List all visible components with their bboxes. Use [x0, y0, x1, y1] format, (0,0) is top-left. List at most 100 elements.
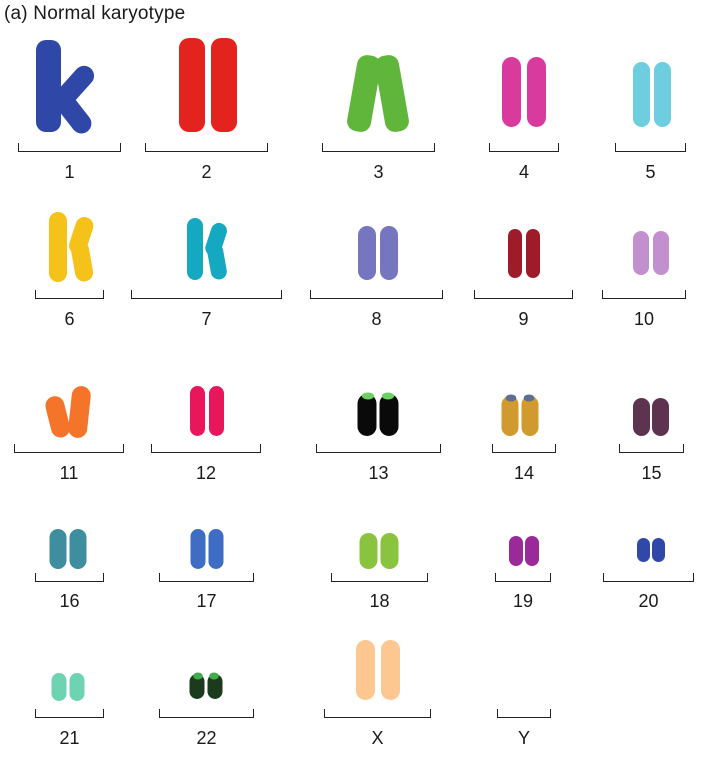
chromosome-bracket [489, 143, 559, 152]
chromatid [380, 533, 399, 569]
chromatid [36, 40, 61, 132]
chromatid [633, 62, 650, 127]
chromosome-label: 14 [513, 463, 535, 483]
chromosome-bracket [316, 444, 441, 453]
figure-title: (a) Normal karyotype [4, 3, 186, 24]
chromatid [653, 231, 669, 275]
chromatid [356, 640, 375, 700]
chromatid [49, 529, 67, 569]
chromatid [179, 38, 205, 132]
chromosome-bracket [159, 573, 254, 582]
chromosome-label: 11 [59, 463, 79, 483]
satellite-tip [523, 394, 535, 402]
chromosome-label: 2 [201, 162, 212, 182]
chromosome-label: 9 [518, 309, 529, 329]
chromatid [207, 243, 227, 280]
chromatid [189, 674, 205, 699]
chromatid [527, 57, 546, 127]
chromatid [68, 386, 91, 438]
chromosome-bracket [35, 573, 104, 582]
chromosome-label: 22 [196, 728, 217, 748]
chromosome-bracket [159, 709, 254, 718]
chromosome-label: 8 [371, 309, 382, 329]
chromatid [509, 536, 523, 566]
chromosome-bracket [35, 709, 104, 718]
chromosome-bracket [497, 709, 551, 718]
chromatid [502, 57, 521, 127]
chromosome-bracket [603, 573, 694, 582]
chromosome-bracket [145, 143, 268, 152]
chromosome-bracket [331, 573, 428, 582]
chromatid [359, 533, 378, 569]
chromatid [381, 640, 400, 700]
chromatid [521, 396, 539, 436]
chromosome-label: 19 [512, 591, 534, 611]
chromosome-label: 15 [641, 463, 662, 483]
chromosome-bracket [324, 709, 431, 718]
chromosome-label: 18 [369, 591, 390, 611]
chromatid [56, 94, 92, 134]
chromatid [51, 673, 67, 701]
chromosome-bracket [619, 444, 684, 453]
satellite-tip [361, 392, 375, 400]
chromosome-label: 21 [59, 728, 80, 748]
chromatid [633, 231, 649, 275]
chromatid [211, 38, 237, 132]
chromatid [637, 538, 650, 562]
chromosome-bracket [322, 143, 435, 152]
satellite-tip [381, 392, 395, 400]
chromosome-label: 4 [518, 162, 529, 182]
chromatid [358, 226, 376, 280]
chromatid [49, 212, 67, 282]
chromatid [45, 396, 70, 438]
chromatid [654, 62, 671, 127]
chromosome-label: 6 [64, 309, 75, 329]
satellite-tip [193, 672, 203, 680]
chromosome-label: 3 [373, 162, 384, 182]
chromatid [208, 529, 224, 569]
chromosome-label: 5 [645, 162, 656, 182]
chromosome-bracket [14, 444, 124, 453]
chromatid [69, 673, 85, 701]
chromosome-bracket [131, 290, 282, 299]
chromosome-bracket [602, 290, 686, 299]
chromatid [357, 394, 377, 436]
chromatid [379, 394, 399, 436]
chromosome-bracket [310, 290, 443, 299]
chromosome-bracket [615, 143, 686, 152]
chromosome-label: 17 [196, 591, 217, 611]
chromatid [71, 241, 94, 282]
chromosome-label: 12 [195, 463, 217, 483]
chromatid [633, 398, 650, 436]
chromatid [501, 396, 519, 436]
chromosome-label: 7 [201, 309, 212, 329]
chromatid [380, 226, 398, 280]
chromosome-bracket [495, 573, 551, 582]
chromatid [187, 218, 203, 280]
chromatid [207, 674, 223, 699]
chromatid [190, 386, 205, 436]
chromosome-label: X [371, 728, 384, 748]
chromosome-label: 13 [368, 463, 389, 483]
chromosome-label: 20 [638, 591, 659, 611]
chromatid [508, 229, 522, 278]
chromosome-label: 16 [59, 591, 80, 611]
chromosome-label: 1 [64, 162, 75, 182]
chromosome-bracket [35, 290, 104, 299]
